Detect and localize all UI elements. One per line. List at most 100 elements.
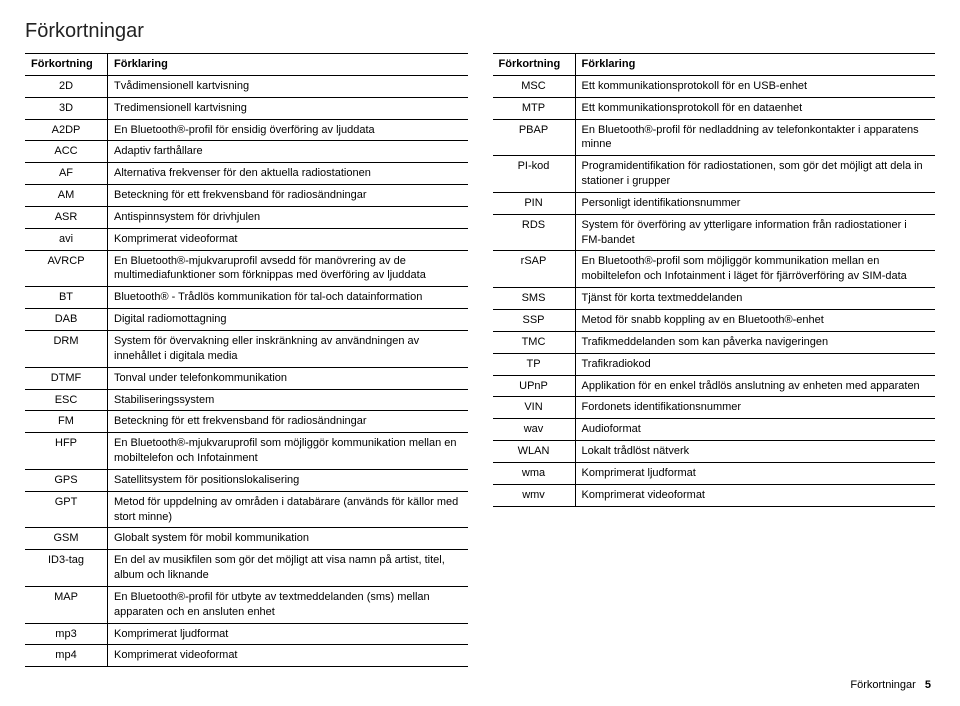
- expl-cell: Digital radiomottagning: [108, 309, 468, 331]
- right-column: Förkortning Förklaring MSCEtt kommunikat…: [493, 53, 936, 667]
- table-row: 3DTredimensionell kartvisning: [25, 97, 468, 119]
- table-row: DTMFTonval under telefonkommunikation: [25, 367, 468, 389]
- expl-cell: Beteckning för ett frekvensband för radi…: [108, 411, 468, 433]
- abbr-cell: GPS: [25, 469, 108, 491]
- footer-page-number: 5: [925, 679, 931, 691]
- expl-cell: Tonval under telefonkommunikation: [108, 367, 468, 389]
- abbr-cell: TMC: [493, 331, 576, 353]
- table-row: ACCAdaptiv farthållare: [25, 141, 468, 163]
- table-row: AVRCPEn Bluetooth®-mjukvaruprofil avsedd…: [25, 250, 468, 287]
- table-row: mp3Komprimerat ljudformat: [25, 623, 468, 645]
- expl-cell: Ett kommunikationsprotokoll för en USB-e…: [575, 75, 935, 97]
- abbr-cell: AM: [25, 185, 108, 207]
- table-row: MAPEn Bluetooth®-profil för utbyte av te…: [25, 586, 468, 623]
- abbr-cell: SSP: [493, 309, 576, 331]
- table-row: BTBluetooth® - Trådlös kommunikation för…: [25, 287, 468, 309]
- page-footer: Förkortningar 5: [25, 679, 935, 691]
- expl-cell: Tjänst för korta textmeddelanden: [575, 288, 935, 310]
- expl-cell: Applikation för en enkel trådlös anslutn…: [575, 375, 935, 397]
- expl-cell: En Bluetooth®-mjukvaruprofil avsedd för …: [108, 250, 468, 287]
- table-row: SSPMetod för snabb koppling av en Blueto…: [493, 309, 936, 331]
- th-expl-left: Förklaring: [108, 54, 468, 76]
- expl-cell: Bluetooth® - Trådlös kommunikation för t…: [108, 287, 468, 309]
- abbr-cell: DTMF: [25, 367, 108, 389]
- abbr-cell: AVRCP: [25, 250, 108, 287]
- table-row: A2DPEn Bluetooth®-profil för ensidig öve…: [25, 119, 468, 141]
- abbr-cell: UPnP: [493, 375, 576, 397]
- table-row: SMSTjänst för korta textmeddelanden: [493, 288, 936, 310]
- th-expl-right: Förklaring: [575, 54, 935, 76]
- table-row: aviKomprimerat videoformat: [25, 228, 468, 250]
- expl-cell: Fordonets identifikationsnummer: [575, 397, 935, 419]
- table-row: DRMSystem för övervakning eller inskränk…: [25, 330, 468, 367]
- expl-cell: Audioformat: [575, 419, 935, 441]
- abbr-cell: PI-kod: [493, 156, 576, 193]
- table-row: wmvKomprimerat videoformat: [493, 484, 936, 506]
- expl-cell: System för överföring av ytterligare inf…: [575, 214, 935, 251]
- expl-cell: En Bluetooth®-profil för nedladdning av …: [575, 119, 935, 156]
- table-row: ASRAntispinnsystem för drivhjulen: [25, 206, 468, 228]
- abbr-cell: MAP: [25, 586, 108, 623]
- expl-cell: Tvådimensionell kartvisning: [108, 75, 468, 97]
- footer-label: Förkortningar: [850, 679, 915, 691]
- abbr-cell: RDS: [493, 214, 576, 251]
- table-row: UPnPApplikation för en enkel trådlös ans…: [493, 375, 936, 397]
- table-row: FMBeteckning för ett frekvensband för ra…: [25, 411, 468, 433]
- expl-cell: Metod för snabb koppling av en Bluetooth…: [575, 309, 935, 331]
- abbr-cell: rSAP: [493, 251, 576, 288]
- expl-cell: Trafikmeddelanden som kan påverka navige…: [575, 331, 935, 353]
- table-row: TPTrafikradiokod: [493, 353, 936, 375]
- table-row: GSMGlobalt system för mobil kommunikatio…: [25, 528, 468, 550]
- th-abbr-left: Förkortning: [25, 54, 108, 76]
- expl-cell: Komprimerat videoformat: [108, 645, 468, 667]
- expl-cell: Komprimerat ljudformat: [575, 462, 935, 484]
- abbr-cell: HFP: [25, 433, 108, 470]
- abbr-cell: avi: [25, 228, 108, 250]
- abbr-cell: GPT: [25, 491, 108, 528]
- table-row: VINFordonets identifikationsnummer: [493, 397, 936, 419]
- expl-cell: Metod för uppdelning av områden i databä…: [108, 491, 468, 528]
- expl-cell: Stabiliseringssystem: [108, 389, 468, 411]
- table-row: wavAudioformat: [493, 419, 936, 441]
- expl-cell: Satellitsystem för positionslokalisering: [108, 469, 468, 491]
- abbr-cell: wav: [493, 419, 576, 441]
- abbr-cell: DAB: [25, 309, 108, 331]
- abbr-cell: ACC: [25, 141, 108, 163]
- abbrev-table-right: Förkortning Förklaring MSCEtt kommunikat…: [493, 53, 936, 507]
- th-abbr-right: Förkortning: [493, 54, 576, 76]
- table-row: ID3-tagEn del av musikfilen som gör det …: [25, 550, 468, 587]
- expl-cell: Lokalt trådlöst nätverk: [575, 441, 935, 463]
- expl-cell: En del av musikfilen som gör det möjligt…: [108, 550, 468, 587]
- expl-cell: Globalt system för mobil kommunikation: [108, 528, 468, 550]
- table-row: wmaKomprimerat ljudformat: [493, 462, 936, 484]
- abbr-cell: TP: [493, 353, 576, 375]
- table-row: MTPEtt kommunikationsprotokoll för en da…: [493, 97, 936, 119]
- expl-cell: Personligt identifikationsnummer: [575, 192, 935, 214]
- abbr-cell: FM: [25, 411, 108, 433]
- expl-cell: Antispinnsystem för drivhjulen: [108, 206, 468, 228]
- expl-cell: En Bluetooth®-profil för ensidig överför…: [108, 119, 468, 141]
- abbr-cell: MSC: [493, 75, 576, 97]
- table-row: AFAlternativa frekvenser för den aktuell…: [25, 163, 468, 185]
- expl-cell: System för övervakning eller inskränknin…: [108, 330, 468, 367]
- table-row: PBAPEn Bluetooth®-profil för nedladdning…: [493, 119, 936, 156]
- expl-cell: Tredimensionell kartvisning: [108, 97, 468, 119]
- abbr-cell: ESC: [25, 389, 108, 411]
- expl-cell: En Bluetooth®-profil för utbyte av textm…: [108, 586, 468, 623]
- table-row: DABDigital radiomottagning: [25, 309, 468, 331]
- table-row: PINPersonligt identifikationsnummer: [493, 192, 936, 214]
- abbr-cell: wmv: [493, 484, 576, 506]
- abbr-cell: WLAN: [493, 441, 576, 463]
- abbr-cell: GSM: [25, 528, 108, 550]
- expl-cell: Komprimerat videoformat: [108, 228, 468, 250]
- abbr-cell: PBAP: [493, 119, 576, 156]
- expl-cell: En Bluetooth®-profil som möjliggör kommu…: [575, 251, 935, 288]
- table-row: ESCStabiliseringssystem: [25, 389, 468, 411]
- abbr-cell: MTP: [493, 97, 576, 119]
- abbr-cell: mp3: [25, 623, 108, 645]
- abbr-cell: A2DP: [25, 119, 108, 141]
- abbr-cell: DRM: [25, 330, 108, 367]
- abbrev-table-left: Förkortning Förklaring 2DTvådimensionell…: [25, 53, 468, 667]
- abbr-cell: ASR: [25, 206, 108, 228]
- expl-cell: Komprimerat ljudformat: [108, 623, 468, 645]
